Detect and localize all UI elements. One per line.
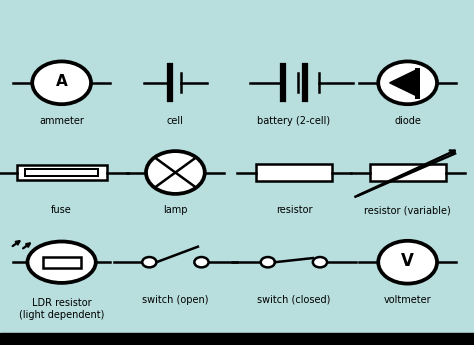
Bar: [370, 164, 446, 181]
Circle shape: [313, 257, 327, 267]
Text: resistor: resistor: [275, 205, 312, 215]
Circle shape: [142, 257, 156, 267]
Circle shape: [261, 257, 275, 267]
Text: A: A: [56, 73, 67, 89]
Text: LDR resistor
(light dependent): LDR resistor (light dependent): [19, 298, 104, 320]
Text: fuse: fuse: [51, 205, 72, 215]
Bar: [43, 257, 81, 268]
Text: cell: cell: [167, 116, 184, 126]
Bar: [0, 333, 474, 345]
Text: lamp: lamp: [163, 205, 188, 215]
Text: resistor (variable): resistor (variable): [364, 205, 451, 215]
Circle shape: [146, 151, 205, 194]
Polygon shape: [390, 70, 417, 96]
Bar: [256, 164, 332, 181]
Text: switch (open): switch (open): [142, 295, 209, 305]
Text: diode: diode: [394, 116, 421, 126]
Circle shape: [194, 257, 209, 267]
Text: battery (2-cell): battery (2-cell): [257, 116, 330, 126]
Circle shape: [378, 61, 437, 104]
Circle shape: [32, 61, 91, 104]
Circle shape: [378, 241, 437, 284]
Ellipse shape: [27, 241, 96, 283]
Bar: [25, 169, 98, 176]
Text: ammeter: ammeter: [39, 116, 84, 126]
Bar: [17, 165, 107, 180]
Text: V: V: [401, 252, 414, 270]
Text: voltmeter: voltmeter: [384, 295, 431, 305]
Text: switch (closed): switch (closed): [257, 295, 330, 305]
